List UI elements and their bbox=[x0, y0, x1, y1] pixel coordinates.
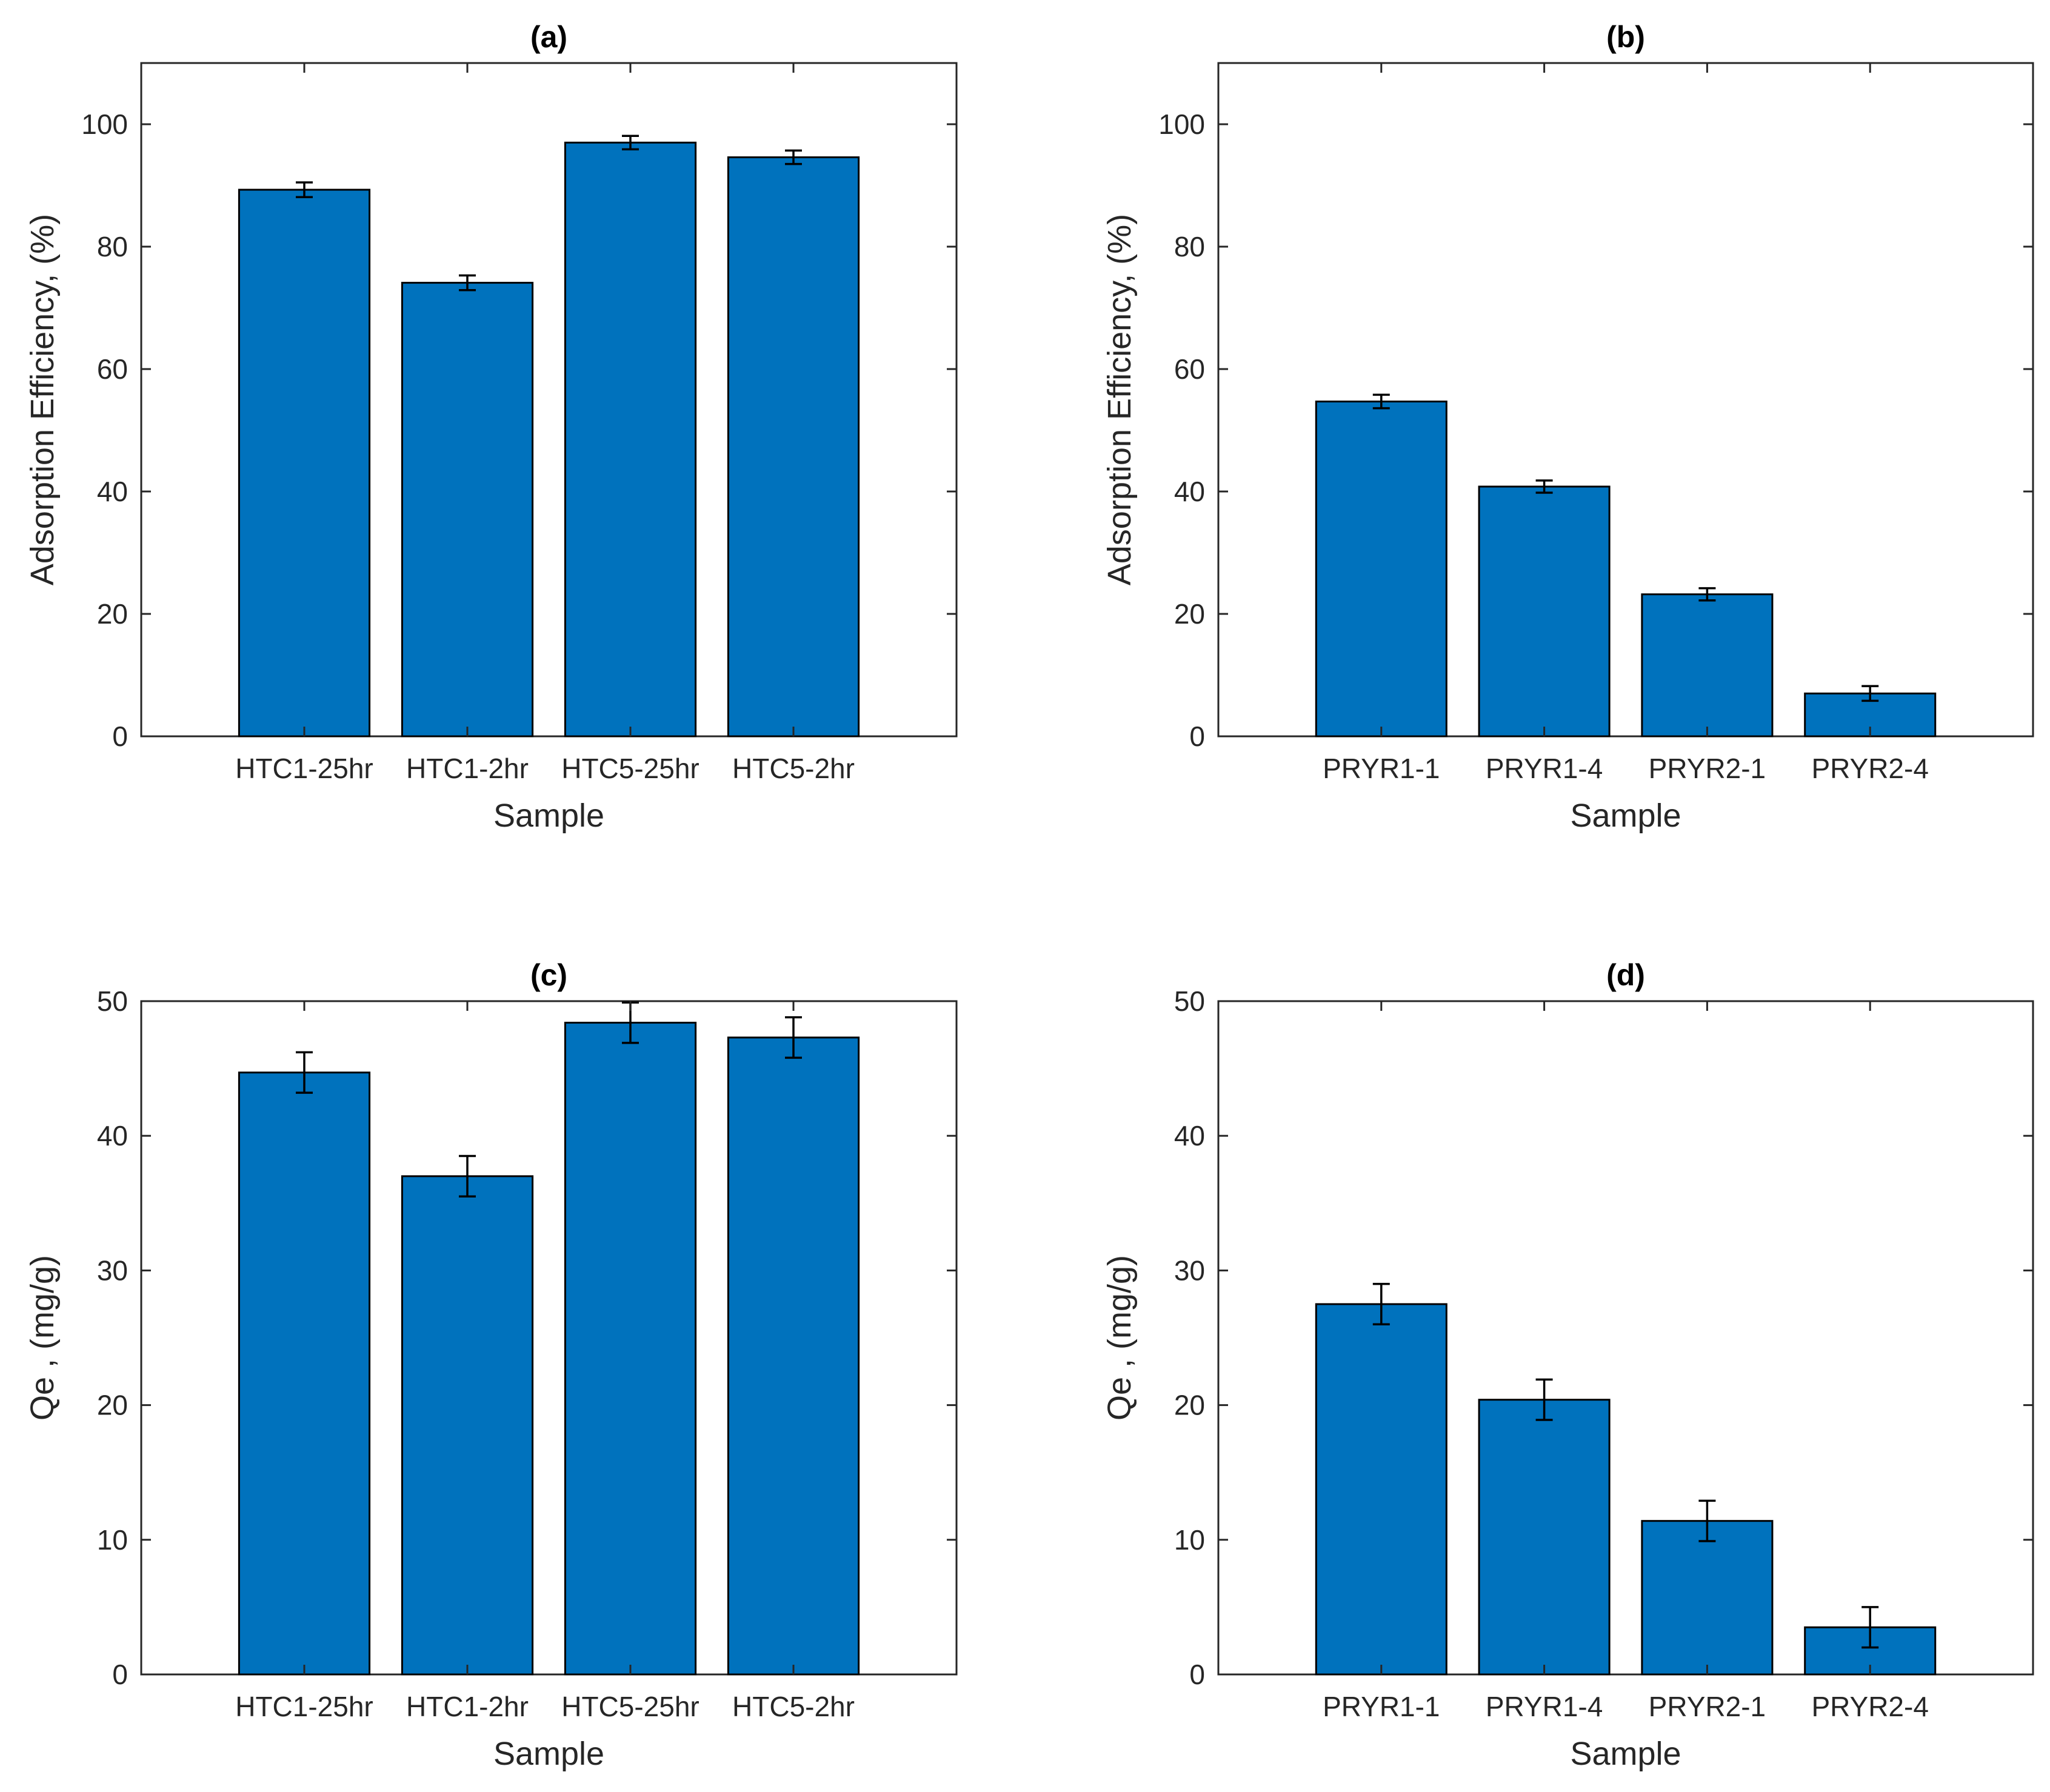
y-axis-label: Adsorption Efficiency, (%) bbox=[24, 214, 61, 585]
x-tick-label: HTC1-25hr bbox=[235, 1691, 373, 1722]
y-tick-label: 40 bbox=[97, 1120, 128, 1151]
y-tick-label: 40 bbox=[1174, 476, 1205, 507]
x-tick-label: PRYR1-4 bbox=[1486, 753, 1603, 784]
x-axis-label: Sample bbox=[493, 1736, 604, 1772]
error-bar-PRYR1-1 bbox=[1372, 393, 1390, 410]
bar-HTC5-2hr bbox=[727, 156, 860, 738]
x-tick-label: PRYR1-4 bbox=[1486, 1691, 1603, 1722]
y-tick-label: 40 bbox=[97, 476, 128, 507]
y-tick-label: 80 bbox=[1174, 231, 1205, 262]
bar-HTC5-25hr bbox=[564, 141, 697, 738]
x-tick-label: HTC1-2hr bbox=[406, 753, 529, 784]
y-tick-label: 40 bbox=[1174, 1120, 1205, 1151]
y-tick-label: 30 bbox=[97, 1254, 128, 1286]
y-axis-label: Adsorption Efficiency, (%) bbox=[1101, 214, 1138, 585]
y-tick-label: 20 bbox=[1174, 598, 1205, 630]
y-tick-label: 30 bbox=[1174, 1254, 1205, 1286]
y-tick-label: 0 bbox=[112, 721, 128, 752]
y-tick-label: 50 bbox=[1174, 985, 1205, 1017]
y-tick-label: 20 bbox=[97, 598, 128, 630]
y-tick-label: 100 bbox=[81, 108, 128, 140]
y-tick-label: 60 bbox=[1174, 353, 1205, 385]
error-bar-HTC5-2hr bbox=[785, 149, 802, 165]
error-bar-PRYR1-1 bbox=[1372, 1282, 1390, 1326]
chart-panel-b: 0 20 40 60 80 100 PRYR1-1 PRYR1-4 PRYR2-1 PRYR2-4… bbox=[1101, 20, 2034, 834]
x-axis-label: Sample bbox=[1570, 798, 1681, 834]
error-bar-PRYR1-4 bbox=[1535, 1378, 1553, 1421]
y-tick-label: 0 bbox=[112, 1659, 128, 1690]
chart-title: (c) bbox=[530, 958, 567, 992]
x-tick-label: HTC5-25hr bbox=[561, 1691, 699, 1722]
x-axis-label: Sample bbox=[1570, 1736, 1681, 1772]
y-tick-label: 10 bbox=[1174, 1524, 1205, 1556]
error-bar-PRYR2-1 bbox=[1698, 587, 1716, 602]
bar-PRYR1-4 bbox=[1478, 485, 1611, 738]
x-tick-label: PRYR2-4 bbox=[1811, 753, 1928, 784]
x-tick-label: HTC1-2hr bbox=[406, 1691, 529, 1722]
bar-PRYR1-1 bbox=[1315, 1303, 1447, 1676]
y-tick-label: 0 bbox=[1189, 1659, 1205, 1690]
bar-PRYR1-4 bbox=[1478, 1399, 1611, 1676]
error-bar-HTC1-25hr bbox=[296, 181, 313, 198]
error-bar-PRYR2-1 bbox=[1698, 1499, 1716, 1542]
bar-HTC1-2hr bbox=[401, 282, 534, 738]
y-tick-label: 100 bbox=[1158, 108, 1205, 140]
bar-PRYR2-1 bbox=[1641, 593, 1774, 738]
x-tick-label: HTC5-25hr bbox=[561, 753, 699, 784]
x-tick-label: PRYR1-1 bbox=[1323, 753, 1440, 784]
y-tick-label: 50 bbox=[97, 985, 128, 1017]
x-tick-label: PRYR2-4 bbox=[1811, 1691, 1928, 1722]
error-bar-PRYR2-4 bbox=[1861, 685, 1879, 702]
y-tick-label: 20 bbox=[1174, 1390, 1205, 1421]
x-tick-label: HTC5-2hr bbox=[732, 753, 855, 784]
x-tick-label: HTC1-25hr bbox=[235, 753, 373, 784]
y-tick-label: 0 bbox=[1189, 721, 1205, 752]
chart-title: (b) bbox=[1606, 20, 1645, 54]
chart-panel-c: 0 10 20 30 40 50 HTC1-25hr HTC1-2hr HTC5-25hr HTC… bbox=[24, 958, 958, 1772]
x-axis-label: Sample bbox=[493, 798, 604, 834]
chart-title: (d) bbox=[1606, 958, 1645, 992]
error-bar-HTC5-2hr bbox=[785, 1016, 802, 1059]
y-axis-label: Qe , (mg/g) bbox=[1101, 1255, 1138, 1421]
bar-HTC1-25hr bbox=[238, 188, 371, 738]
x-tick-label: HTC5-2hr bbox=[732, 1691, 855, 1722]
chart-panel-d: 0 10 20 30 40 50 PRYR1-1 PRYR1-4 PRYR2-1 PRYR2-4 S… bbox=[1101, 958, 2034, 1772]
y-tick-label: 10 bbox=[97, 1524, 128, 1556]
y-tick-label: 20 bbox=[97, 1390, 128, 1421]
error-bar-HTC1-25hr bbox=[296, 1051, 313, 1094]
error-bar-HTC5-25hr bbox=[622, 135, 639, 151]
bar-HTC1-2hr bbox=[401, 1175, 534, 1676]
y-tick-label: 60 bbox=[97, 353, 128, 385]
x-tick-label: PRYR1-1 bbox=[1323, 1691, 1440, 1722]
x-tick-label: PRYR2-1 bbox=[1649, 753, 1766, 784]
chart-panel-a: 0 20 40 60 80 100 HTC1-25hr HTC1-2hr HTC5-25hr HT… bbox=[24, 20, 958, 834]
y-axis-label: Qe , (mg/g) bbox=[24, 1255, 61, 1421]
bar-HTC5-25hr bbox=[564, 1022, 697, 1676]
bar-HTC5-2hr bbox=[727, 1036, 860, 1676]
error-bar-PRYR2-4 bbox=[1861, 1606, 1879, 1649]
chart-title: (a) bbox=[530, 20, 567, 54]
bar-HTC1-25hr bbox=[238, 1071, 371, 1676]
error-bar-HTC1-2hr bbox=[459, 274, 476, 291]
x-tick-label: PRYR2-1 bbox=[1649, 1691, 1766, 1722]
y-tick-label: 80 bbox=[97, 231, 128, 262]
error-bar-PRYR1-4 bbox=[1535, 479, 1553, 494]
bar-PRYR1-1 bbox=[1315, 401, 1447, 738]
bar-PRYR2-1 bbox=[1641, 1520, 1774, 1676]
error-bar-HTC1-2hr bbox=[459, 1154, 476, 1197]
